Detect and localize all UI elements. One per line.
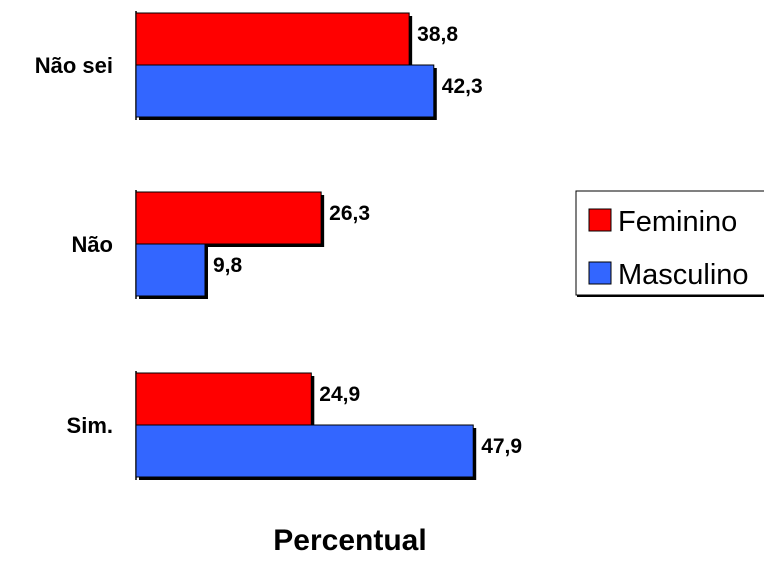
category-label-n-o-sei: Não sei <box>35 53 113 78</box>
x-axis-title: Percentual <box>273 524 426 557</box>
bars <box>136 11 476 480</box>
legend-swatch-masculino <box>589 262 611 284</box>
legend-label-feminino: Feminino <box>618 206 737 238</box>
value-label-masculino-n-o-sei: 42,3 <box>442 75 483 98</box>
value-label-feminino-n-o: 26,3 <box>329 202 370 225</box>
bar-feminino-n-o <box>136 192 321 244</box>
legend-label-masculino: Masculino <box>618 259 749 291</box>
category-labels: Não sei Não Sim. <box>35 53 113 438</box>
value-label-feminino-sim: 24,9 <box>319 383 360 406</box>
bar-masculino-sim <box>136 425 473 477</box>
bar-feminino-n-o-sei <box>136 13 409 65</box>
bar-feminino-sim <box>136 373 311 425</box>
value-label-masculino-sim: 47,9 <box>481 435 522 458</box>
value-label-masculino-n-o: 9,8 <box>213 254 243 277</box>
legend: Feminino Masculino <box>576 191 764 296</box>
category-label-sim: Sim. <box>67 413 113 438</box>
legend-swatch-feminino <box>589 209 611 231</box>
category-label-n-o: Não <box>71 232 113 257</box>
bar-masculino-n-o <box>136 244 205 296</box>
value-label-feminino-n-o-sei: 38,8 <box>417 23 458 46</box>
bar-masculino-n-o-sei <box>136 65 434 117</box>
